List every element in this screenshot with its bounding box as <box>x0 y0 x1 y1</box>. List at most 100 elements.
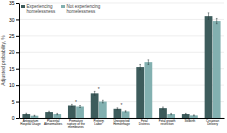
y-axis: 0 5 10 15 20 25 30 35 <box>9 0 20 121</box>
bar <box>159 108 167 118</box>
tick-label: Stillbirth <box>184 119 195 123</box>
bar <box>205 16 213 118</box>
tick: 30 <box>9 17 19 23</box>
tick-mark <box>16 52 19 53</box>
bar <box>22 114 30 118</box>
tick-label: 25 <box>9 33 15 39</box>
tick-label: CesareanDelivery <box>206 119 219 126</box>
tick: 35 <box>9 0 19 6</box>
tick-label: 35 <box>9 0 15 6</box>
bar <box>213 21 221 118</box>
grid <box>19 3 224 118</box>
annotation: * <box>75 99 77 105</box>
grid-line <box>19 52 224 53</box>
grid-line <box>19 19 224 20</box>
tick: Prematurerupture of themembranes <box>67 119 85 130</box>
text-line: Distress <box>139 122 150 126</box>
series <box>31 18 221 118</box>
bar <box>31 116 39 118</box>
tick-label: 30 <box>9 17 15 23</box>
tick: 5 <box>12 99 19 105</box>
grid-line <box>19 35 224 36</box>
bar <box>53 114 61 118</box>
tick: 20 <box>9 49 19 55</box>
tick-label: Fetal growthrestriction <box>159 119 176 126</box>
tick: 10 <box>9 82 19 88</box>
error-bar <box>71 104 73 106</box>
legend-item: Not experiencinghomelessness <box>61 4 101 14</box>
annotation: * <box>98 86 100 92</box>
text-line: homelessness <box>67 9 97 14</box>
error-bar <box>56 113 58 114</box>
error-bar <box>79 106 81 108</box>
bar <box>91 93 99 118</box>
tick: Stillbirth <box>184 119 195 123</box>
legend-swatch <box>61 5 65 8</box>
tick: UnexpectedHemorrhage <box>113 119 130 126</box>
error-bar <box>170 113 172 114</box>
tick-label: AntepartumHospital Usage <box>20 119 41 126</box>
bar <box>190 115 198 118</box>
tick-label: FetalDistress <box>139 119 150 126</box>
error-bar <box>34 115 36 117</box>
y-axis-title: Adjusted probability, % <box>0 35 6 86</box>
legend-label: Experiencinghomelessness <box>27 4 57 14</box>
bar <box>76 107 84 119</box>
grid-line <box>19 68 224 69</box>
annotations: *** <box>75 86 123 108</box>
text-line: restriction <box>161 122 174 126</box>
tick-mark <box>16 3 19 4</box>
tick-mark <box>16 69 19 70</box>
bar <box>122 111 130 118</box>
marks <box>22 13 220 118</box>
error-bar <box>193 114 195 116</box>
series <box>22 13 212 118</box>
bar <box>68 106 76 118</box>
tick-label: PretermLabor* <box>93 119 104 126</box>
chart: 0 5 10 15 20 25 30 35 AntepartumHospital UsagePl… <box>0 0 227 133</box>
tick-mark <box>16 19 19 20</box>
text-line: Hospital Usage <box>20 122 41 126</box>
grid-line <box>19 85 224 86</box>
tick-label: 20 <box>9 49 15 55</box>
error-bar <box>125 111 127 112</box>
tick-label: 10 <box>9 82 15 88</box>
tick-label: 5 <box>12 99 15 105</box>
error-bar <box>148 60 150 65</box>
tick-label: UnexpectedHemorrhage <box>113 119 130 126</box>
error-bar <box>117 108 119 110</box>
tick-mark <box>16 85 19 86</box>
bar <box>144 62 152 118</box>
tick: 15 <box>9 66 19 72</box>
legend: Experiencinghomelessness Not experiencing… <box>21 4 101 14</box>
text-line: Stillbirth <box>184 119 195 123</box>
text-line: Labor* <box>94 122 104 126</box>
axis-line <box>19 4 20 119</box>
tick: PretermLabor* <box>93 119 104 126</box>
error-bar <box>216 18 218 23</box>
text-line: membranes <box>68 125 84 129</box>
tick-mark <box>16 36 19 37</box>
plot: 0 5 10 15 20 25 30 35 AntepartumHospital UsagePl… <box>0 0 225 129</box>
tick: AntepartumHospital Usage <box>20 119 41 126</box>
error-bar <box>139 64 141 69</box>
legend-item: Experiencinghomelessness <box>21 4 56 14</box>
error-bar <box>48 111 50 113</box>
tick-label: PlacentalAbnormalities <box>44 119 63 126</box>
tick: PlacentalAbnormalities <box>44 119 63 126</box>
x-axis: AntepartumHospital UsagePlacentalAbnorma… <box>20 119 225 130</box>
text-line: homelessness <box>27 9 57 14</box>
text-line: Delivery <box>207 122 218 126</box>
bar <box>45 112 53 118</box>
error-bar <box>162 107 164 109</box>
error-bar <box>185 113 187 114</box>
tick: 0 <box>12 115 19 121</box>
tick-label: 0 <box>12 115 15 121</box>
text-line: Abnormalities <box>44 122 63 126</box>
legend-swatch <box>21 5 25 8</box>
error-bar <box>26 113 28 115</box>
tick: FetalDistress <box>139 119 150 126</box>
bar <box>114 109 122 118</box>
tick: 25 <box>9 33 19 39</box>
tick-label: Prematurerupture of themembranes <box>67 119 85 130</box>
